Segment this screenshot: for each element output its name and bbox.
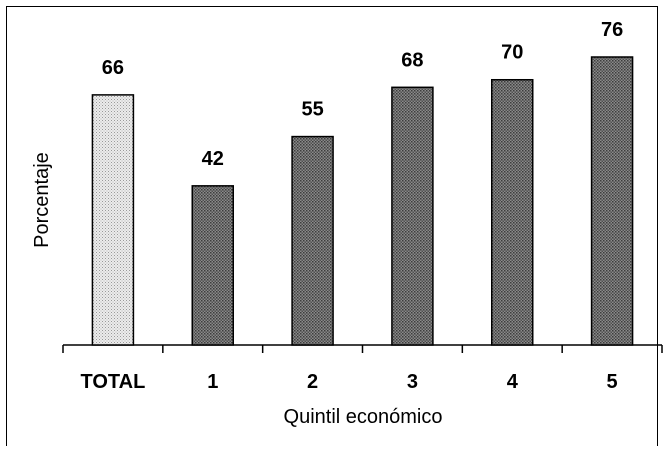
data-label-total: 66 <box>102 57 124 79</box>
data-label-1: 42 <box>202 148 224 170</box>
bar-total <box>91 94 135 346</box>
x-tick-label-5: 5 <box>607 371 618 393</box>
x-tick-labels-group: TOTAL 1 2 3 4 5 <box>81 371 618 393</box>
bar-3 <box>391 86 434 346</box>
x-axis-title: Quintil económico <box>284 406 443 428</box>
bar-5 <box>590 56 634 346</box>
x-tick-label-4: 4 <box>507 371 519 393</box>
data-label-2: 55 <box>301 99 323 121</box>
data-label-4: 70 <box>501 42 523 64</box>
x-tick-label-total: TOTAL <box>81 371 146 393</box>
bar-2 <box>291 135 334 346</box>
x-axis-ticks <box>62 345 663 353</box>
x-tick-label-2: 2 <box>307 371 318 393</box>
data-label-3: 68 <box>401 49 423 71</box>
bar-4 <box>491 78 534 346</box>
bar-1 <box>191 185 234 346</box>
x-tick-label-3: 3 <box>407 371 418 393</box>
data-labels-group: 66 42 55 68 70 76 <box>102 19 623 170</box>
bars-group <box>91 56 634 346</box>
chart-frame <box>6 6 658 446</box>
y-axis-title: Porcentaje <box>31 152 53 248</box>
x-tick-label-1: 1 <box>207 371 218 393</box>
data-label-5: 76 <box>601 19 623 41</box>
